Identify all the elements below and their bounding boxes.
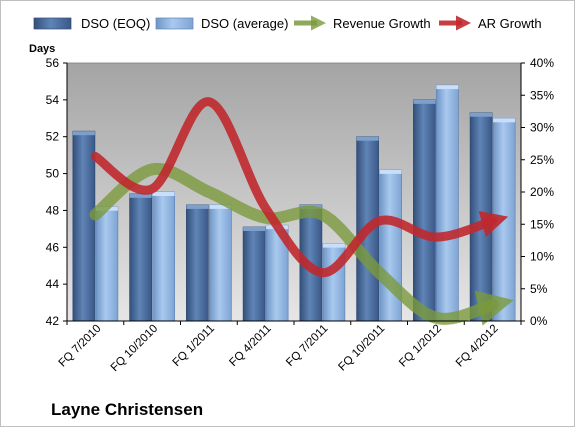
y-axis-title: Days (29, 43, 55, 55)
bar-dso-average-1[interactable] (95, 206, 119, 322)
x-tick-label: FQ 1/2011 (171, 323, 217, 369)
line-ar-growth[interactable] (90, 97, 509, 278)
bar-body (469, 112, 493, 322)
y-tick-label: 46 (46, 240, 60, 254)
y2-tick-label: 40% (530, 56, 554, 70)
y-tick-label: 52 (46, 130, 60, 144)
bar-dso-eoq-1[interactable] (72, 130, 96, 322)
legend-item-dso-eoq[interactable]: DSO (EOQ) (33, 16, 150, 31)
bar-top-bevel (493, 118, 516, 123)
legend-label-ar-growth: AR Growth (478, 16, 542, 31)
legend: DSO (EOQ) DSO (average) Revenue Growth A… (33, 15, 542, 31)
y2-ticks: 0% 5% 10% 15% 20% 25% 30% 35% 40% (521, 56, 554, 328)
y2-tick-label: 0% (530, 314, 548, 328)
legend-label-dso-average: DSO (average) (201, 16, 288, 31)
y-ticks: 42 44 46 48 50 52 54 56 (46, 56, 67, 328)
chart-title: Layne Christensen (51, 400, 203, 419)
y-tick-label: 44 (46, 277, 60, 291)
bar-body (129, 193, 152, 322)
bar-top-bevel (436, 85, 459, 90)
legend-swatch-dso-average (155, 17, 194, 30)
bar-body (209, 204, 232, 322)
bar-dso-eoq-8[interactable] (469, 112, 493, 322)
bar-body (436, 84, 459, 322)
bar-body (72, 130, 96, 322)
bar-dso-eoq-4[interactable] (242, 226, 266, 322)
bar-body (242, 226, 266, 322)
bar-top-bevel (129, 193, 152, 198)
x-tick-label: FQ 1/2012 (397, 323, 444, 370)
x-tick-label: FQ 10/2010 (109, 323, 160, 374)
bar-top-bevel (356, 136, 379, 141)
x-ticks: FQ 7/2010 FQ 10/2010 FQ 1/2011 FQ 4/2011 FQ … (57, 321, 522, 374)
y-tick-label: 54 (46, 93, 60, 107)
bar-top-bevel (470, 112, 493, 117)
bar-dso-average-7[interactable] (436, 84, 459, 322)
bar-dso-average-3[interactable] (209, 204, 232, 322)
y-tick-label: 48 (46, 203, 60, 217)
y2-tick-label: 25% (530, 153, 554, 167)
y2-tick-label: 5% (530, 282, 548, 296)
bar-top-bevel (379, 169, 402, 174)
y2-tick-label: 30% (530, 121, 554, 135)
line-revenue-growth[interactable] (89, 162, 514, 326)
bar-top-bevel (413, 99, 436, 104)
y-tick-label: 56 (46, 56, 60, 70)
x-tick-label: FQ 10/2011 (336, 323, 387, 374)
bar-dso-eoq-2[interactable] (129, 193, 152, 322)
y2-tick-label: 15% (530, 217, 554, 231)
x-tick-label: FQ 4/2011 (227, 323, 273, 369)
x-tick-label: FQ 7/2010 (57, 323, 104, 370)
legend-label-dso-eoq: DSO (EOQ) (81, 16, 150, 31)
legend-label-revenue-growth: Revenue Growth (333, 16, 431, 31)
bar-top-bevel (209, 204, 232, 209)
y2-tick-label: 35% (530, 88, 554, 102)
y-tick-label: 50 (46, 167, 60, 181)
x-tick-label: FQ 4/2012 (454, 323, 501, 370)
bar-dso-eoq-7[interactable] (413, 99, 436, 322)
x-tick-label: FQ 7/2011 (284, 323, 330, 369)
bar-body (413, 99, 436, 322)
bar-top-bevel (243, 227, 266, 232)
legend-swatch-dso-eoq (33, 17, 72, 30)
legend-item-revenue-growth[interactable]: Revenue Growth (294, 15, 431, 31)
bar-dso-eoq-3[interactable] (186, 204, 209, 322)
bar-body (95, 206, 119, 322)
bar-top-bevel (322, 243, 345, 248)
bar-top-bevel (186, 204, 209, 209)
legend-item-dso-average[interactable]: DSO (average) (155, 16, 288, 31)
bar-body (186, 204, 209, 322)
lines-layer (89, 97, 514, 326)
bar-top-bevel (72, 131, 95, 136)
bar-top-bevel (152, 192, 175, 196)
y-tick-label: 42 (46, 314, 60, 328)
y2-tick-label: 20% (530, 185, 554, 199)
y2-tick-label: 10% (530, 250, 554, 264)
legend-item-ar-growth[interactable]: AR Growth (439, 15, 542, 31)
bar-dso-average-2[interactable] (152, 191, 175, 322)
bar-body (152, 191, 175, 322)
